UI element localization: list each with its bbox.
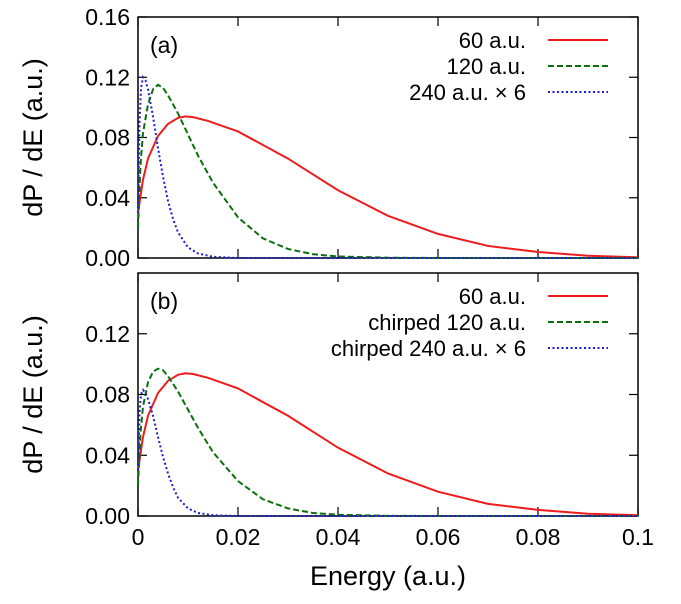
y-tick-label: 0.04 <box>85 442 130 468</box>
legend-label: chirped 240 a.u. × 6 <box>331 336 526 361</box>
y-tick-label: 0.04 <box>85 185 130 211</box>
series-line-3 <box>137 388 638 517</box>
legend-label: chirped 120 a.u. <box>368 310 526 335</box>
y-axis-label: dP / dE (a.u.) <box>18 58 48 217</box>
series-line-3 <box>137 74 638 259</box>
legend-label: 60 a.u. <box>459 284 526 309</box>
y-tick-label: 0.00 <box>85 503 130 529</box>
y-axis-label: dP / dE (a.u.) <box>18 315 48 474</box>
panel-label: (a) <box>150 32 178 58</box>
x-axis-label: Energy (a.u.) <box>310 561 466 591</box>
x-tick-label: 0.06 <box>416 524 461 550</box>
legend-label: 60 a.u. <box>459 28 526 53</box>
x-tick-label: 0.1 <box>622 524 654 550</box>
series-line-2 <box>137 367 638 517</box>
legend-label: 120 a.u. <box>446 54 526 79</box>
y-tick-label: 0.08 <box>85 382 130 408</box>
y-tick-label: 0.16 <box>85 4 130 30</box>
x-tick-label: 0.08 <box>516 524 561 550</box>
x-tick-label: 0 <box>132 524 145 550</box>
panel-label: (b) <box>150 288 178 314</box>
series-line-1 <box>137 115 639 259</box>
x-tick-label: 0.02 <box>216 524 261 550</box>
legend-label: 240 a.u. × 6 <box>409 80 526 105</box>
series-line-1 <box>137 372 639 517</box>
plot-frame-1 <box>137 16 639 259</box>
y-tick-label: 0.00 <box>85 245 130 271</box>
y-tick-label: 0.12 <box>85 321 130 347</box>
y-tick-label: 0.08 <box>85 125 130 151</box>
x-tick-label: 0.04 <box>316 524 361 550</box>
y-tick-label: 0.12 <box>85 64 130 90</box>
series-line-2 <box>137 83 638 259</box>
